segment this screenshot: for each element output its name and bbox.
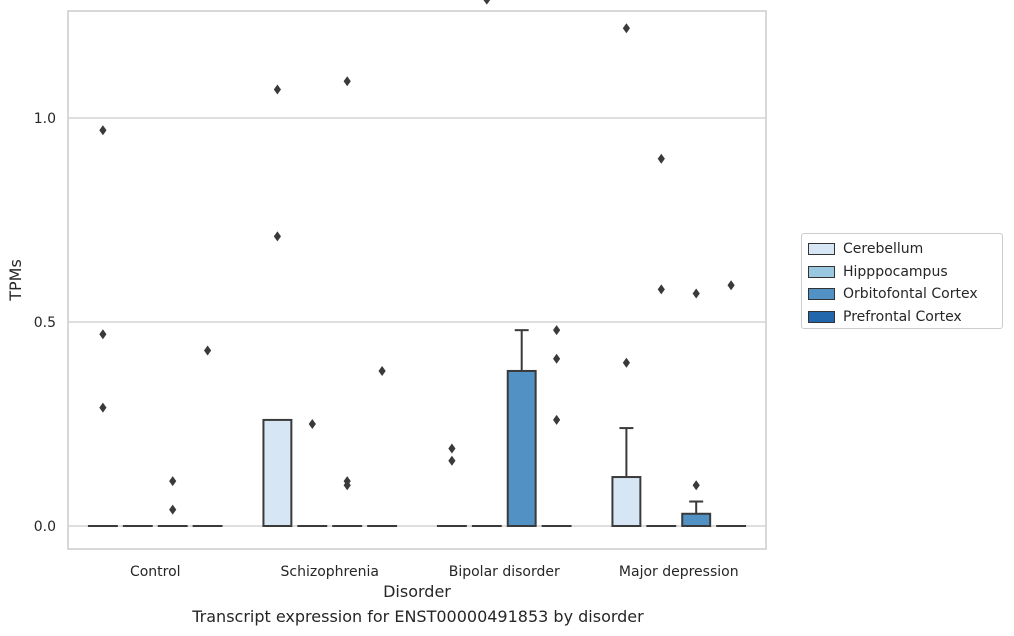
box — [262, 418, 293, 528]
legend-label: Cerebellum — [843, 241, 924, 258]
outlier-point — [622, 357, 630, 368]
x-tick-label: Control — [130, 564, 181, 580]
y-axis-label: TPMs — [6, 259, 25, 302]
y-tick-label: 0.5 — [34, 315, 56, 331]
box-group — [367, 365, 398, 528]
legend-swatch — [808, 243, 835, 256]
outlier-point — [378, 365, 386, 376]
outlier-point — [657, 284, 665, 295]
x-axis-label: Disorder — [383, 582, 451, 601]
outlier-point — [622, 23, 630, 34]
legend-swatch — [808, 288, 835, 301]
legend-item: Hipppocampus — [808, 261, 1002, 284]
outlier-point — [483, 0, 491, 5]
legend-swatch — [808, 265, 835, 278]
x-tick-label: Schizophrenia — [281, 564, 379, 580]
outlier-point — [553, 325, 561, 336]
outlier-point — [169, 504, 177, 515]
plot-frame — [67, 10, 767, 550]
y-ticks: 0.00.51.01.52.02.5 — [34, 111, 56, 535]
box-group — [436, 443, 467, 528]
outlier-point — [553, 414, 561, 425]
y-tick-label: 1.0 — [34, 111, 56, 127]
outlier-point — [343, 480, 351, 491]
legend-label: Hipppocampus — [843, 263, 948, 280]
outlier-point — [99, 329, 107, 340]
legend-swatch — [808, 310, 835, 323]
outlier-point — [448, 443, 456, 454]
legend-item: Orbitofontal Cortex — [808, 283, 1002, 306]
outlier-point — [448, 455, 456, 466]
box — [681, 512, 712, 528]
box — [611, 476, 642, 528]
chart-caption: Transcript expression for ENST0000049185… — [192, 607, 644, 626]
legend-item: Cerebellum — [808, 238, 1002, 261]
grid-lines — [68, 117, 766, 527]
x-tick-label: Major depression — [619, 564, 739, 580]
outlier-point — [692, 480, 700, 491]
outlier-point — [99, 125, 107, 136]
x-tick-label: Bipolar disorder — [449, 564, 560, 580]
box-group — [87, 125, 118, 528]
box-group — [611, 23, 642, 528]
box-marks — [87, 0, 747, 528]
box-group — [297, 419, 328, 528]
box-group — [262, 84, 293, 528]
box-group — [471, 0, 502, 528]
box-group — [192, 345, 223, 528]
legend: Cerebellum Hipppocampus Orbitofontal Corte… — [801, 233, 1003, 329]
outlier-point — [343, 76, 351, 87]
x-ticks: Control Schizophrenia Bipolar disorder Majo… — [130, 564, 739, 580]
box-group — [332, 76, 363, 528]
box-group — [157, 476, 188, 528]
outlier-point — [273, 231, 281, 242]
outlier-point — [727, 280, 735, 291]
box-group — [681, 288, 712, 528]
outlier-point — [273, 84, 281, 95]
box — [506, 369, 537, 527]
box-group — [716, 280, 747, 528]
outlier-point — [692, 288, 700, 299]
legend-item: Prefrontal Cortex — [808, 306, 1002, 329]
outlier-point — [169, 476, 177, 487]
outlier-point — [553, 353, 561, 364]
box-group — [506, 329, 537, 527]
legend-label: Orbitofontal Cortex — [843, 286, 978, 303]
y-tick-label: 0.0 — [34, 519, 56, 535]
outlier-point — [99, 402, 107, 413]
legend-label: Prefrontal Cortex — [843, 308, 962, 325]
outlier-point — [308, 419, 316, 429]
outlier-point — [204, 345, 212, 356]
box-group — [646, 153, 677, 528]
box-group — [541, 325, 572, 528]
outlier-point — [657, 153, 665, 164]
